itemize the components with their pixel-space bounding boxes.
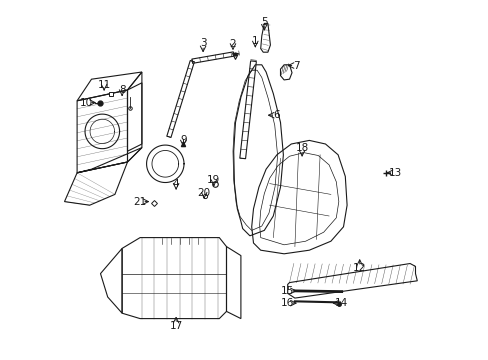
Text: 9: 9 — [180, 135, 186, 145]
Text: 10: 10 — [80, 98, 93, 108]
Text: 6: 6 — [273, 110, 280, 120]
Text: 15: 15 — [281, 286, 294, 296]
Text: 18: 18 — [295, 143, 308, 153]
Text: 2: 2 — [229, 39, 236, 49]
Text: 7: 7 — [293, 60, 300, 71]
Text: 11: 11 — [97, 80, 110, 90]
Text: 5: 5 — [261, 17, 267, 27]
Text: 8: 8 — [119, 85, 125, 95]
Text: 12: 12 — [352, 263, 366, 273]
Text: 17: 17 — [169, 321, 183, 331]
Text: 21: 21 — [133, 197, 146, 207]
Text: 20: 20 — [197, 188, 210, 198]
Text: 4: 4 — [172, 179, 179, 189]
Text: 19: 19 — [207, 175, 220, 185]
Text: 14: 14 — [334, 298, 347, 308]
Text: 13: 13 — [388, 168, 402, 178]
Text: 3: 3 — [200, 38, 206, 48]
Text: 1: 1 — [251, 36, 258, 46]
Text: 16: 16 — [281, 298, 294, 308]
